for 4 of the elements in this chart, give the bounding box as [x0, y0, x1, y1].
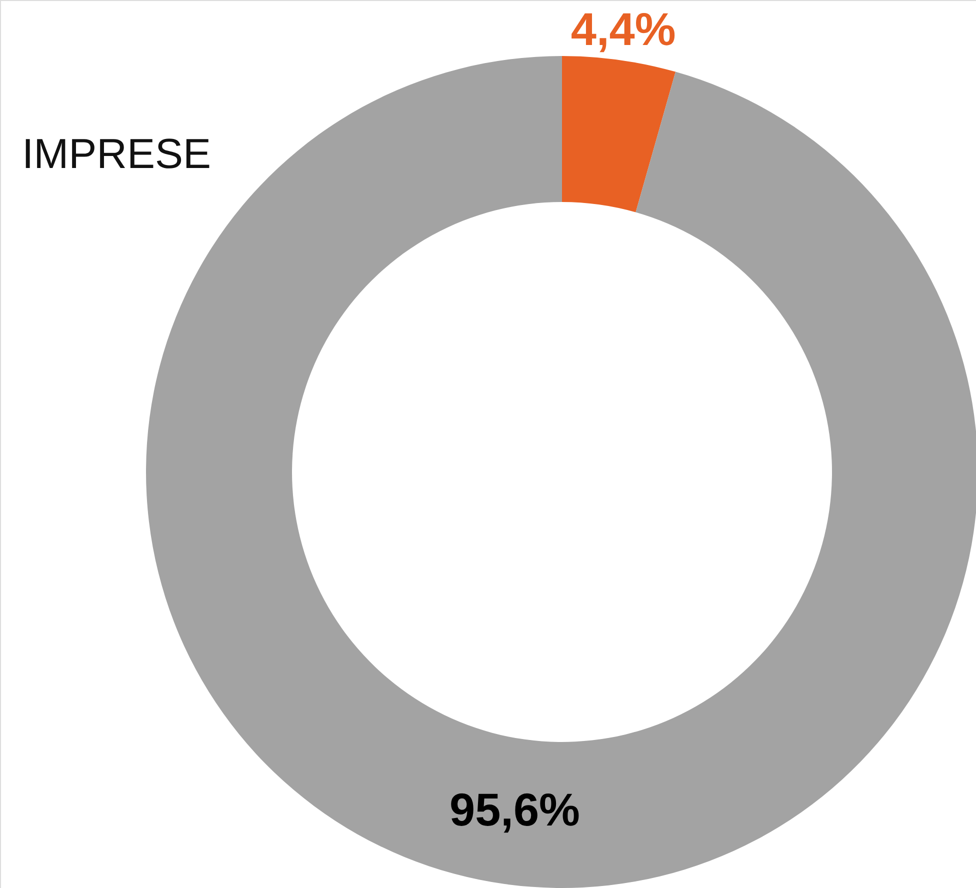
text: IMPRESE	[22, 130, 212, 177]
donut-slice	[562, 56, 676, 212]
data-label: 95,6%	[450, 784, 580, 836]
data-label: 4,4%	[570, 3, 676, 56]
